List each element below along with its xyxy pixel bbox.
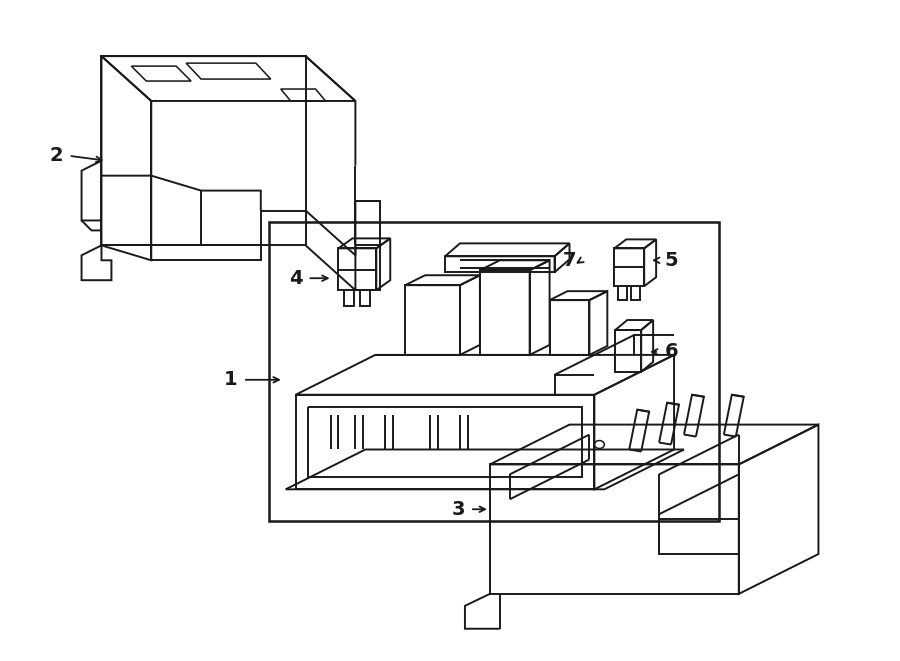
Text: 4: 4 — [289, 269, 302, 288]
Text: 7: 7 — [562, 251, 576, 270]
Text: 2: 2 — [50, 146, 64, 165]
Text: 5: 5 — [664, 251, 678, 270]
Text: 3: 3 — [451, 500, 464, 519]
Text: 1: 1 — [224, 370, 238, 389]
Bar — [269, 223, 719, 521]
Text: 6: 6 — [664, 342, 678, 362]
